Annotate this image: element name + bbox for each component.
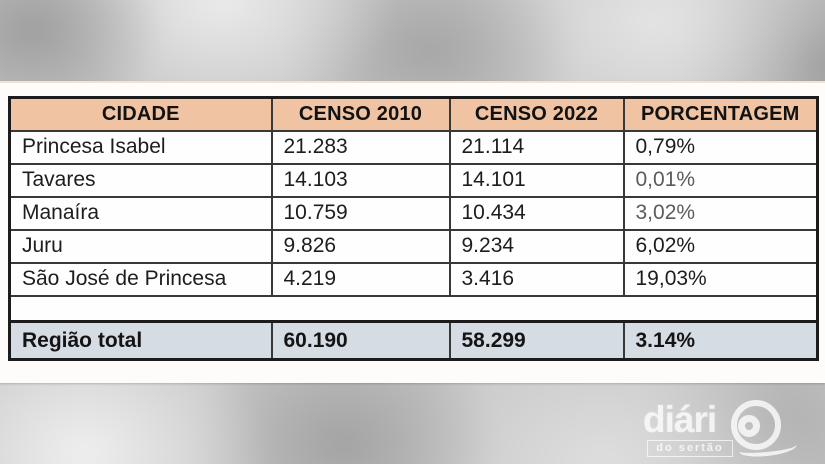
- cell-porcentagem: 19,03%: [622, 261, 819, 297]
- cell-cidade: Juru: [8, 228, 273, 264]
- cell-porcentagem: 0,79%: [622, 129, 819, 165]
- cell-cidade: Manaíra: [8, 195, 273, 231]
- logo-o-ring-icon: [731, 400, 781, 450]
- col-header-cidade: CIDADE: [8, 96, 273, 132]
- cell-censo-2022: 3.416: [448, 261, 625, 297]
- cell-porcentagem: 0,01%: [622, 162, 819, 198]
- total-censo-2022: 58.299: [448, 320, 625, 361]
- total-label: Região total: [8, 320, 273, 361]
- cell-porcentagem: 6,02%: [622, 228, 819, 264]
- header-row: CIDADE CENSO 2010 CENSO 2022 PORCENTAGEM: [8, 96, 819, 132]
- table-row: São José de Princesa 4.219 3.416 19,03%: [8, 261, 819, 297]
- cell-censo-2010: 10.759: [270, 195, 451, 231]
- cell-censo-2010: 14.103: [270, 162, 451, 198]
- spacer-cell: [8, 294, 819, 323]
- logo-subtitle: do sertão: [647, 440, 733, 457]
- logo-wordmark: diári: [643, 399, 717, 440]
- logo-inner-ring-icon: [738, 415, 760, 437]
- cell-censo-2022: 21.114: [448, 129, 625, 165]
- spacer-row: [8, 294, 819, 323]
- cell-censo-2010: 21.283: [270, 129, 451, 165]
- cell-cidade: Tavares: [8, 162, 273, 198]
- col-header-censo-2010: CENSO 2010: [270, 96, 451, 132]
- table-row: Manaíra 10.759 10.434 3,02%: [8, 195, 819, 231]
- total-row: Região total 60.190 58.299 3.14%: [8, 320, 819, 361]
- cell-censo-2010: 4.219: [270, 261, 451, 297]
- cell-cidade: São José de Princesa: [8, 261, 273, 297]
- cell-porcentagem: 3,02%: [622, 195, 819, 231]
- total-censo-2010: 60.190: [270, 320, 451, 361]
- table-panel: CIDADE CENSO 2010 CENSO 2022 PORCENTAGEM…: [0, 81, 825, 383]
- table-row: Tavares 14.103 14.101 0,01%: [8, 162, 819, 198]
- logo-title: diári: [643, 399, 717, 440]
- cell-censo-2022: 14.101: [448, 162, 625, 198]
- cell-cidade: Princesa Isabel: [8, 129, 273, 165]
- census-table: CIDADE CENSO 2010 CENSO 2022 PORCENTAGEM…: [8, 96, 819, 361]
- cell-censo-2010: 9.826: [270, 228, 451, 264]
- cell-censo-2022: 9.234: [448, 228, 625, 264]
- cell-censo-2022: 10.434: [448, 195, 625, 231]
- table-row: Princesa Isabel 21.283 21.114 0,79%: [8, 129, 819, 165]
- col-header-censo-2022: CENSO 2022: [448, 96, 625, 132]
- total-porcentagem: 3.14%: [622, 320, 819, 361]
- diario-do-sertao-logo: diári do sertão: [643, 400, 803, 462]
- logo-swoosh-icon: [738, 437, 798, 459]
- col-header-porcentagem: PORCENTAGEM: [622, 96, 819, 132]
- table-row: Juru 9.826 9.234 6,02%: [8, 228, 819, 264]
